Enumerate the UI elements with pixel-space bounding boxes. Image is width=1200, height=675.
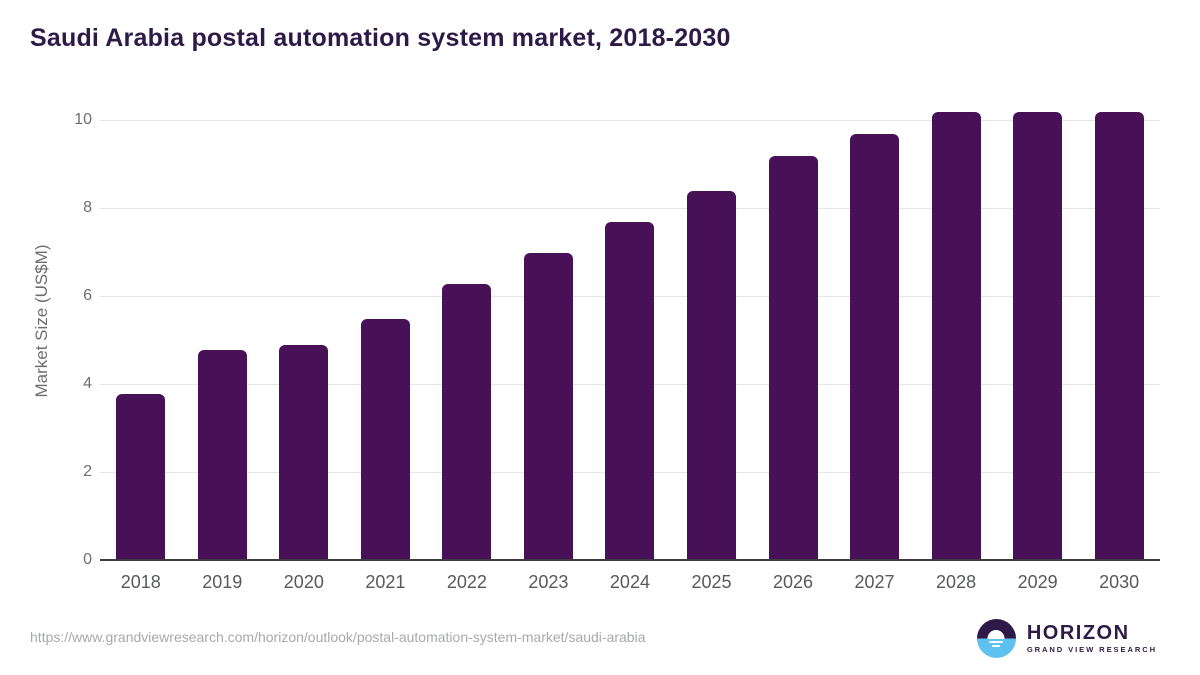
- bar-2028: [931, 112, 981, 561]
- bar-band-2024: [589, 101, 671, 561]
- y-tick-10: 10: [74, 111, 92, 128]
- plot-area: [100, 101, 1160, 561]
- bar-2027: [850, 134, 900, 561]
- logo-name: HORIZON: [1026, 622, 1130, 645]
- x-axis-labels: 2018 2019 2020 2021 2022 2023 2024 2025 2026 2027…: [100, 572, 1160, 593]
- y-axis-ticks: 0 2 4 6 8 10: [42, 101, 92, 568]
- bar-2030: [1094, 112, 1144, 561]
- logo-subtitle: GRAND VIEW RESEARCH: [1026, 645, 1157, 655]
- bar-2026: [768, 156, 818, 561]
- chart-title: Saudi Arabia postal automation system ma…: [30, 24, 731, 52]
- bar-2024: [605, 222, 655, 561]
- logo-text: HORIZON GRAND VIEW RESEARCH: [1027, 623, 1157, 654]
- bar-band-2023: [508, 101, 590, 561]
- bar-band-2022: [426, 101, 508, 561]
- bar-2023: [523, 253, 573, 561]
- x-label-2023: 2023: [528, 572, 569, 592]
- bar-band-2019: [182, 101, 264, 561]
- bar-2022: [442, 283, 492, 561]
- bar-band-2020: [263, 101, 345, 561]
- bar-band-2029: [997, 101, 1079, 561]
- bar-2019: [197, 349, 247, 561]
- x-label-2021: 2021: [365, 572, 406, 592]
- x-label-2025: 2025: [691, 572, 732, 592]
- y-tick-2: 2: [83, 463, 92, 480]
- bar-band-2028: [915, 101, 997, 561]
- bar-band-2025: [671, 101, 753, 561]
- bar-2029: [1013, 112, 1063, 561]
- bar-2020: [279, 345, 329, 561]
- x-axis-line: [100, 559, 1160, 561]
- bar-band-2030: [1078, 101, 1160, 561]
- x-label-2027: 2027: [854, 572, 895, 592]
- y-tick-8: 8: [83, 199, 92, 216]
- bar-band-2021: [345, 101, 427, 561]
- bar-band-2018: [100, 101, 182, 561]
- horizon-logo: HORIZON GRAND VIEW RESEARCH: [976, 619, 1157, 658]
- bar-2025: [686, 191, 736, 561]
- x-label-2030: 2030: [1099, 572, 1140, 592]
- x-label-2024: 2024: [609, 572, 650, 592]
- x-label-2029: 2029: [1017, 572, 1058, 592]
- source-url: https://www.grandviewresearch.com/horizo…: [30, 629, 646, 645]
- horizon-logo-icon: [976, 619, 1016, 658]
- sun-icon: [987, 629, 1005, 639]
- y-tick-4: 4: [83, 375, 92, 392]
- y-tick-6: 6: [83, 287, 92, 304]
- x-label-2028: 2028: [936, 572, 977, 592]
- bar-band-2027: [834, 101, 916, 561]
- gridline-10: [100, 120, 1160, 121]
- sun-reflection-line: [992, 645, 1001, 647]
- bar-2021: [360, 319, 410, 561]
- x-label-2019: 2019: [202, 572, 243, 592]
- x-label-2026: 2026: [772, 572, 814, 592]
- x-label-2018: 2018: [120, 572, 161, 592]
- bar-2018: [116, 393, 166, 561]
- x-label-2022: 2022: [446, 572, 487, 592]
- bar-series: [100, 101, 1160, 561]
- x-label-2020: 2020: [283, 572, 324, 592]
- gridline-8: [100, 208, 1160, 209]
- bar-band-2026: [752, 101, 834, 561]
- y-tick-0: 0: [83, 551, 92, 568]
- sun-reflection-line: [989, 640, 1004, 643]
